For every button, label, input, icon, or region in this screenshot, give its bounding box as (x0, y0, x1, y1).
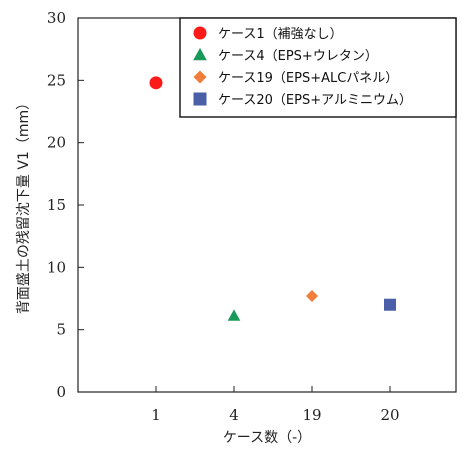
data-point (227, 309, 241, 321)
x-tick-label: 4 (229, 406, 239, 424)
legend-marker (193, 92, 207, 106)
legend: ケース1（補強なし） ケース4（EPS+ウレタン） ケース19（EPS+ALCパネル… (179, 17, 457, 118)
data-point (149, 76, 163, 90)
y-tick-label: 5 (56, 321, 66, 339)
legend-box (179, 17, 457, 118)
y-tick-label: 10 (47, 258, 66, 276)
x-tick-label: 20 (380, 406, 399, 424)
data-point (306, 290, 318, 303)
legend-label: ケース19（EPS+ALCパネル） (218, 71, 398, 86)
legend-label: ケース20（EPS+アルミニウム） (218, 93, 412, 108)
legend-label: ケース4（EPS+ウレタン） (218, 49, 378, 64)
y-axis: 0 5 10 15 20 25 30 (47, 9, 84, 401)
y-axis-label: 背面盛土の残留沈下量 V1（mm） (16, 96, 32, 314)
y-tick-label: 25 (47, 71, 66, 89)
legend-marker (193, 70, 207, 84)
x-axis-label: ケース数（-） (223, 430, 311, 446)
x-tick-label: 1 (151, 406, 161, 424)
x-tick-label: 19 (302, 406, 321, 424)
y-tick-label: 30 (47, 9, 66, 27)
x-axis: 1 4 19 20 (151, 386, 400, 424)
legend-marker (193, 26, 207, 40)
data-points (149, 76, 396, 321)
y-tick-label: 15 (47, 196, 66, 214)
data-point (384, 298, 396, 311)
y-tick-label: 20 (47, 134, 66, 152)
legend-marker (193, 47, 207, 61)
y-tick-label: 0 (56, 383, 66, 401)
legend-label: ケース1（補強なし） (218, 27, 343, 42)
